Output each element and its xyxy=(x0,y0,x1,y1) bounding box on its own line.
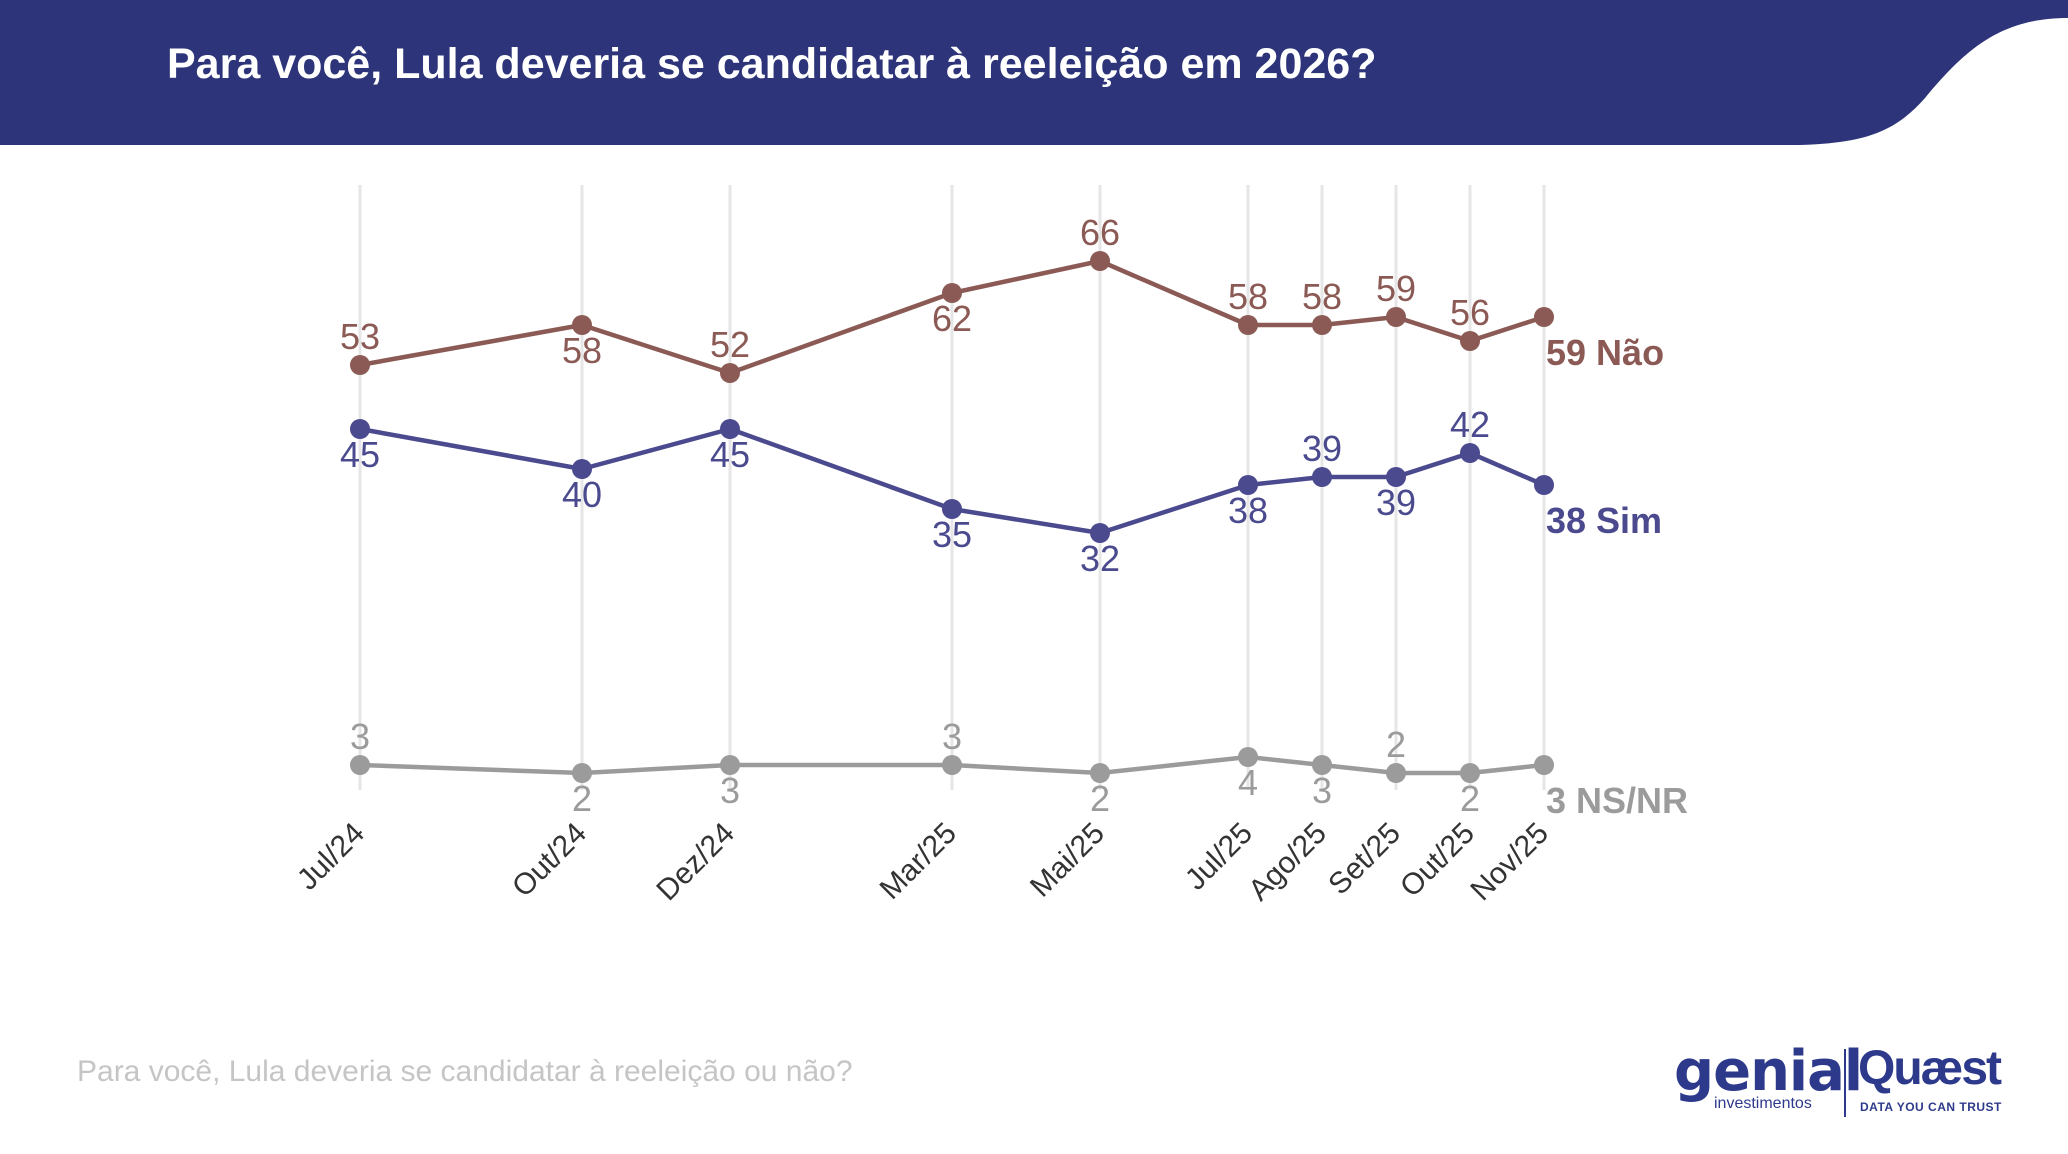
data-point xyxy=(1090,523,1110,543)
header-band: Para você, Lula deveria se candidatar à … xyxy=(0,0,2068,145)
data-point xyxy=(1312,755,1332,775)
data-point xyxy=(1534,475,1554,495)
data-point xyxy=(1460,443,1480,463)
x-tick-label: Nov/25 xyxy=(1464,817,1555,908)
data-point xyxy=(1312,315,1332,335)
data-label: 45 xyxy=(710,434,750,475)
data-label: 42 xyxy=(1450,404,1490,445)
data-label: 2 xyxy=(572,778,592,819)
data-label: 66 xyxy=(1080,212,1120,253)
data-label: 52 xyxy=(710,324,750,365)
data-label: 56 xyxy=(1450,292,1490,333)
data-point xyxy=(720,363,740,383)
data-label: 2 xyxy=(1386,724,1406,765)
genial-logo: genial xyxy=(1674,1039,1863,1104)
quaest-logo: Quæst xyxy=(1858,1042,2002,1095)
data-label: 4 xyxy=(1238,762,1258,803)
data-label: 53 xyxy=(340,316,380,357)
data-label: 2 xyxy=(1090,778,1110,819)
data-label: 59 xyxy=(1376,268,1416,309)
data-point xyxy=(1386,467,1406,487)
data-point xyxy=(350,355,370,375)
data-point xyxy=(350,419,370,439)
data-label: 3 xyxy=(350,716,370,757)
x-tick-label: Mar/25 xyxy=(874,817,963,906)
x-tick-label: Jul/24 xyxy=(291,817,371,897)
series-end-label: 38 Sim xyxy=(1546,500,1662,541)
data-label: 3 xyxy=(1312,770,1332,811)
data-point xyxy=(720,419,740,439)
data-point xyxy=(720,755,740,775)
data-point xyxy=(1386,763,1406,783)
data-point xyxy=(942,499,962,519)
series-line xyxy=(359,754,1545,776)
page-title: Para você, Lula deveria se candidatar à … xyxy=(167,40,1377,88)
data-point xyxy=(350,755,370,775)
x-tick-label: Dez/24 xyxy=(650,817,741,908)
data-label: 58 xyxy=(1228,276,1268,317)
data-point xyxy=(1090,251,1110,271)
data-label: 58 xyxy=(562,330,602,371)
data-point xyxy=(572,763,592,783)
data-label: 40 xyxy=(562,474,602,515)
x-tick-label: Ago/25 xyxy=(1242,817,1333,908)
series-line xyxy=(359,426,1545,536)
x-tick-label: Out/24 xyxy=(506,817,593,904)
data-label: 45 xyxy=(340,434,380,475)
series-end-label: 59 Não xyxy=(1546,332,1664,373)
data-point xyxy=(572,459,592,479)
data-point xyxy=(1534,755,1554,775)
data-point xyxy=(1238,747,1258,767)
data-point xyxy=(1090,763,1110,783)
series-end-label: 3 NS/NR xyxy=(1546,780,1688,821)
header-shape xyxy=(0,0,2068,145)
data-point xyxy=(1460,331,1480,351)
data-label: 39 xyxy=(1302,428,1342,469)
header-background xyxy=(0,0,2068,145)
data-label: 3 xyxy=(942,716,962,757)
logo-divider xyxy=(1844,1049,1846,1117)
data-point xyxy=(572,315,592,335)
data-point xyxy=(1312,467,1332,487)
data-point xyxy=(1238,475,1258,495)
data-label: 58 xyxy=(1302,276,1342,317)
data-label: 39 xyxy=(1376,482,1416,523)
quaest-logo-subtitle: DATA YOU CAN TRUST xyxy=(1860,1100,2002,1114)
data-point xyxy=(942,283,962,303)
x-tick-label: Mai/25 xyxy=(1024,817,1111,904)
x-tick-label: Out/25 xyxy=(1394,817,1481,904)
series-line xyxy=(359,258,1545,376)
x-tick-label: Set/25 xyxy=(1322,817,1407,902)
data-label: 2 xyxy=(1460,778,1480,819)
data-label: 38 xyxy=(1228,490,1268,531)
line-chart: Jul/24 Out/24 Dez/24 Mar/25 Mai/25 Jul/25Ago/… xyxy=(291,185,1688,908)
data-label: 35 xyxy=(932,514,972,555)
data-label: 62 xyxy=(932,298,972,339)
data-label: 3 xyxy=(720,770,740,811)
data-point xyxy=(942,755,962,775)
data-point xyxy=(1460,763,1480,783)
logos: genial investimentos Quæst DATA YOU CAN … xyxy=(1670,1039,2030,1125)
data-point xyxy=(1386,307,1406,327)
data-point xyxy=(1238,315,1258,335)
data-point xyxy=(1534,307,1554,327)
genial-logo-subtitle: investimentos xyxy=(1714,1095,1812,1112)
footnote: Para você, Lula deveria se candidatar à … xyxy=(77,1055,853,1088)
data-label: 32 xyxy=(1080,538,1120,579)
